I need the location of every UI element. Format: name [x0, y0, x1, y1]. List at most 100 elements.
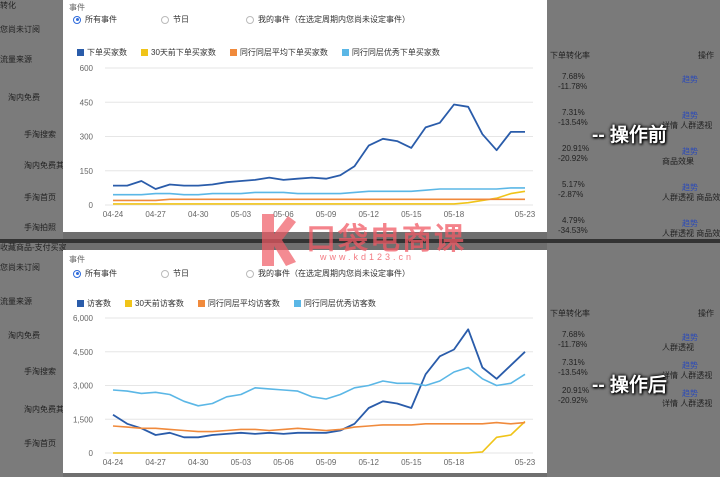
- x-tick-label: 04-30: [188, 210, 209, 219]
- trend-link[interactable]: 趋势: [682, 111, 698, 120]
- rate-change: -11.78%: [558, 340, 588, 349]
- x-tick-label: 04-24: [103, 458, 124, 467]
- trend-link[interactable]: 趋势: [682, 147, 698, 156]
- trend-panel-before: 事件 所有事件 节日 我的事件（在选定周期内您尚未设定事件） 下单买家数 30天前…: [63, 0, 547, 232]
- background-label: 收藏商品-支付买家: [0, 243, 67, 252]
- series-line-1: [112, 328, 526, 439]
- rate-change: -20.92%: [558, 396, 588, 405]
- legend-label: 同行同层优秀下单买家数: [351, 48, 440, 57]
- trend-link[interactable]: 趋势: [682, 333, 698, 342]
- trend-link[interactable]: 趋势: [682, 75, 698, 84]
- x-tick-label: 05-15: [401, 458, 422, 467]
- row-extra: 人群透视 商品效果: [662, 229, 720, 238]
- events-label: 事件: [69, 255, 85, 264]
- legend-item: 同行同层平均访客数: [197, 298, 280, 309]
- background-label: 淘内免费: [8, 331, 40, 340]
- conversion-rate: 4.79%: [562, 216, 585, 225]
- trend-link[interactable]: 趋势: [682, 183, 698, 192]
- y-tick-label: 1,500: [73, 415, 94, 424]
- row-extra: 详情 人群透视: [662, 121, 713, 130]
- x-tick-label: 05-18: [444, 210, 465, 219]
- conversion-rate: 20.91%: [562, 144, 590, 153]
- column-header: 下单转化率: [550, 309, 590, 318]
- y-tick-label: 300: [80, 133, 94, 142]
- left-background-panel: [0, 0, 63, 477]
- radio-my-events[interactable]: 我的事件（在选定周期内您尚未设定事件）: [246, 268, 410, 279]
- legend-swatch: [77, 49, 84, 56]
- rate-change: -11.78%: [558, 82, 588, 91]
- radio-icon: [161, 269, 169, 278]
- radio-icon: [246, 15, 254, 24]
- x-tick-label: 05-12: [358, 458, 379, 467]
- x-tick-label: 05-23: [515, 210, 536, 219]
- trend-link[interactable]: 趋势: [682, 389, 698, 398]
- legend-label: 访客数: [87, 299, 111, 308]
- legend-label: 下单买家数: [87, 48, 127, 57]
- radio-icon: [161, 15, 169, 24]
- divider: [0, 239, 720, 243]
- trend-panel-after: 事件 所有事件 节日 我的事件（在选定周期内您尚未设定事件） 访客数 30天前访客…: [63, 250, 547, 473]
- radio-selected-icon: [73, 269, 81, 278]
- rate-change: -20.92%: [558, 154, 588, 163]
- column-header: 操作: [698, 309, 714, 318]
- background-label: 手淘搜索: [24, 367, 56, 376]
- radio-all-events[interactable]: 所有事件: [73, 268, 117, 279]
- radio-label: 所有事件: [85, 269, 117, 278]
- radio-label: 我的事件（在选定周期内您尚未设定事件）: [258, 15, 410, 24]
- buyers-trend-chart: 600 450 300 150 0 04-24 04-27 04-30 05-03 05-06 05…: [80, 64, 536, 219]
- rate-change: -13.54%: [558, 368, 588, 377]
- right-background-panel: [547, 0, 720, 477]
- trend-link[interactable]: 趋势: [682, 219, 698, 228]
- background-label: 手淘拍照: [24, 223, 56, 232]
- y-tick-label: 600: [80, 64, 94, 73]
- events-label: 事件: [69, 3, 85, 12]
- x-tick-label: 05-23: [515, 458, 536, 467]
- annotation-after: -- 操作后: [592, 375, 667, 396]
- x-tick-label: 04-30: [188, 458, 209, 467]
- legend-item: 同行同层优秀下单买家数: [341, 47, 440, 58]
- y-tick-label: 6,000: [73, 314, 94, 323]
- legend-swatch: [341, 49, 349, 56]
- rate-change: -34.53%: [558, 226, 588, 235]
- radio-label: 节日: [173, 269, 189, 278]
- x-tick-label: 05-18: [444, 458, 465, 467]
- chart-legend: 访客数 30天前访客数 同行同层平均访客数 同行同层优秀访客数: [77, 298, 376, 309]
- y-tick-label: 150: [80, 167, 94, 176]
- conversion-rate: 7.68%: [562, 330, 585, 339]
- conversion-rate: 5.17%: [562, 180, 585, 189]
- row-extra: 商品效果: [662, 157, 694, 166]
- radio-icon: [246, 269, 254, 278]
- legend-swatch: [229, 49, 237, 56]
- annotation-before: -- 操作前: [592, 125, 667, 146]
- watermark-url: www.kd123.cn: [320, 252, 415, 262]
- x-tick-label: 05-03: [231, 210, 252, 219]
- x-tick-label: 05-09: [316, 458, 337, 467]
- visitors-trend-chart: 6,000 4,500 3,000 1,500 0 04-24 04-27 04-30 05-0…: [73, 314, 536, 467]
- legend-label: 30天前访客数: [135, 299, 184, 308]
- radio-holiday[interactable]: 节日: [161, 14, 189, 25]
- legend-item: 30天前下单买家数: [141, 47, 216, 58]
- y-tick-label: 0: [89, 201, 94, 210]
- series-line-4: [113, 187, 525, 196]
- conversion-rate: 7.68%: [562, 72, 585, 81]
- legend-label: 同行同层优秀访客数: [303, 299, 376, 308]
- background-label: 手淘搜索: [24, 130, 56, 139]
- rate-change: -13.54%: [558, 118, 588, 127]
- radio-all-events[interactable]: 所有事件: [73, 14, 117, 25]
- series-line-2: [113, 420, 526, 454]
- radio-my-events[interactable]: 我的事件（在选定周期内您尚未设定事件）: [246, 14, 410, 25]
- background-label: 手淘首页: [24, 193, 56, 202]
- background-label: 手淘首页: [24, 439, 56, 448]
- series-line-4: [112, 366, 526, 407]
- radio-label: 所有事件: [85, 15, 117, 24]
- series-line-3: [112, 421, 526, 433]
- legend-item: 同行同层平均下单买家数: [229, 47, 328, 58]
- background-label: 流量来源: [0, 297, 32, 306]
- radio-holiday[interactable]: 节日: [161, 268, 189, 279]
- y-tick-label: 450: [80, 98, 94, 107]
- chart-legend: 下单买家数 30天前下单买家数 同行同层平均下单买家数 同行同层优秀下单买家数: [77, 47, 440, 58]
- trend-link[interactable]: 趋势: [682, 361, 698, 370]
- legend-item: 30天前访客数: [125, 298, 184, 309]
- x-tick-label: 04-24: [103, 210, 124, 219]
- background-label: 转化: [0, 1, 16, 10]
